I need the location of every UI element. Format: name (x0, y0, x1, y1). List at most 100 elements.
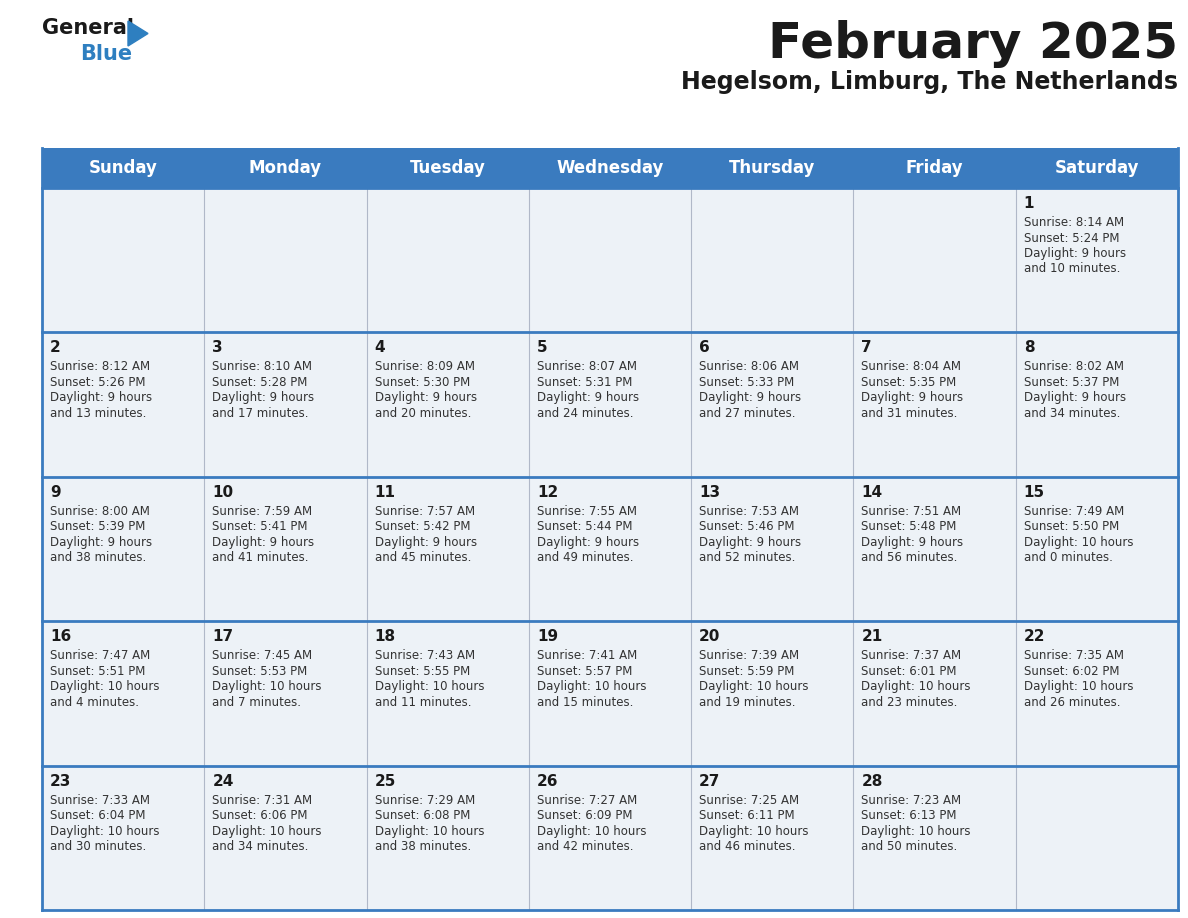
Text: Sunset: 5:42 PM: Sunset: 5:42 PM (374, 521, 470, 533)
Bar (853, 766, 1016, 910)
Text: and 20 minutes.: and 20 minutes. (374, 407, 470, 420)
Bar (853, 621, 1016, 766)
Text: Sunrise: 7:37 AM: Sunrise: 7:37 AM (861, 649, 961, 662)
Text: 18: 18 (374, 629, 396, 644)
Text: Sunset: 5:48 PM: Sunset: 5:48 PM (861, 521, 956, 533)
Text: Sunrise: 7:27 AM: Sunrise: 7:27 AM (537, 793, 637, 807)
Text: and 38 minutes.: and 38 minutes. (374, 840, 470, 853)
Bar (529, 332, 691, 476)
Text: 9: 9 (50, 485, 61, 499)
Text: Sunset: 5:57 PM: Sunset: 5:57 PM (537, 665, 632, 677)
Bar (204, 766, 367, 910)
Text: 8: 8 (1024, 341, 1035, 355)
Text: 27: 27 (700, 774, 720, 789)
Text: and 26 minutes.: and 26 minutes. (1024, 696, 1120, 709)
Text: and 19 minutes.: and 19 minutes. (700, 696, 796, 709)
Text: Daylight: 10 hours: Daylight: 10 hours (374, 824, 484, 837)
Text: 16: 16 (50, 629, 71, 644)
Text: 7: 7 (861, 341, 872, 355)
Text: Daylight: 10 hours: Daylight: 10 hours (213, 824, 322, 837)
Text: Sunrise: 8:02 AM: Sunrise: 8:02 AM (1024, 361, 1124, 374)
Text: and 56 minutes.: and 56 minutes. (861, 552, 958, 565)
Bar (367, 188, 529, 332)
Text: and 41 minutes.: and 41 minutes. (213, 552, 309, 565)
Text: and 7 minutes.: and 7 minutes. (213, 696, 302, 709)
Text: Sunset: 5:44 PM: Sunset: 5:44 PM (537, 521, 632, 533)
Text: Sunrise: 8:14 AM: Sunrise: 8:14 AM (1024, 216, 1124, 229)
Text: Daylight: 9 hours: Daylight: 9 hours (1024, 247, 1126, 260)
Text: and 24 minutes.: and 24 minutes. (537, 407, 633, 420)
Bar (204, 476, 367, 621)
Text: Thursday: Thursday (729, 159, 815, 177)
Text: and 34 minutes.: and 34 minutes. (1024, 407, 1120, 420)
Bar (691, 332, 853, 476)
Text: and 4 minutes.: and 4 minutes. (50, 696, 139, 709)
Bar (42, 766, 204, 910)
Text: Sunset: 5:37 PM: Sunset: 5:37 PM (1024, 375, 1119, 389)
Bar (367, 332, 529, 476)
Text: Daylight: 10 hours: Daylight: 10 hours (700, 824, 809, 837)
Text: 28: 28 (861, 774, 883, 789)
Bar (204, 332, 367, 476)
Text: Daylight: 9 hours: Daylight: 9 hours (700, 536, 801, 549)
Text: Sunset: 6:13 PM: Sunset: 6:13 PM (861, 809, 956, 823)
Text: Sunset: 6:11 PM: Sunset: 6:11 PM (700, 809, 795, 823)
Text: Sunset: 6:08 PM: Sunset: 6:08 PM (374, 809, 470, 823)
Text: 12: 12 (537, 485, 558, 499)
Bar (691, 188, 853, 332)
Text: and 46 minutes.: and 46 minutes. (700, 840, 796, 853)
Bar (204, 188, 367, 332)
Text: and 11 minutes.: and 11 minutes. (374, 696, 472, 709)
Text: 17: 17 (213, 629, 233, 644)
Bar (691, 621, 853, 766)
Text: 23: 23 (50, 774, 71, 789)
Text: 3: 3 (213, 341, 223, 355)
Bar (529, 621, 691, 766)
Text: Daylight: 9 hours: Daylight: 9 hours (861, 536, 963, 549)
Text: February 2025: February 2025 (767, 20, 1178, 68)
Text: Sunrise: 7:57 AM: Sunrise: 7:57 AM (374, 505, 475, 518)
Bar (367, 476, 529, 621)
Text: and 49 minutes.: and 49 minutes. (537, 552, 633, 565)
Text: Sunrise: 7:41 AM: Sunrise: 7:41 AM (537, 649, 637, 662)
Polygon shape (128, 21, 148, 46)
Text: and 15 minutes.: and 15 minutes. (537, 696, 633, 709)
Bar (529, 188, 691, 332)
Text: 13: 13 (700, 485, 720, 499)
Text: and 0 minutes.: and 0 minutes. (1024, 552, 1113, 565)
Text: Sunset: 6:09 PM: Sunset: 6:09 PM (537, 809, 632, 823)
Text: Daylight: 10 hours: Daylight: 10 hours (537, 824, 646, 837)
Text: Daylight: 9 hours: Daylight: 9 hours (374, 391, 476, 405)
Text: 21: 21 (861, 629, 883, 644)
Text: 20: 20 (700, 629, 720, 644)
Text: Sunrise: 7:39 AM: Sunrise: 7:39 AM (700, 649, 800, 662)
Text: 6: 6 (700, 341, 710, 355)
Bar (367, 621, 529, 766)
Bar (42, 476, 204, 621)
Text: 14: 14 (861, 485, 883, 499)
Text: Sunset: 5:28 PM: Sunset: 5:28 PM (213, 375, 308, 389)
Text: Sunrise: 8:12 AM: Sunrise: 8:12 AM (50, 361, 150, 374)
Text: Sunset: 5:51 PM: Sunset: 5:51 PM (50, 665, 145, 677)
Text: Daylight: 10 hours: Daylight: 10 hours (213, 680, 322, 693)
Text: Sunrise: 7:47 AM: Sunrise: 7:47 AM (50, 649, 150, 662)
Text: Sunrise: 8:06 AM: Sunrise: 8:06 AM (700, 361, 800, 374)
Text: Daylight: 9 hours: Daylight: 9 hours (861, 391, 963, 405)
Bar (42, 148, 1178, 188)
Text: Daylight: 10 hours: Daylight: 10 hours (861, 680, 971, 693)
Text: Sunset: 6:02 PM: Sunset: 6:02 PM (1024, 665, 1119, 677)
Text: Daylight: 10 hours: Daylight: 10 hours (374, 680, 484, 693)
Text: and 30 minutes.: and 30 minutes. (50, 840, 146, 853)
Text: Daylight: 9 hours: Daylight: 9 hours (700, 391, 801, 405)
Text: and 27 minutes.: and 27 minutes. (700, 407, 796, 420)
Bar (853, 476, 1016, 621)
Text: Daylight: 9 hours: Daylight: 9 hours (213, 391, 315, 405)
Text: 26: 26 (537, 774, 558, 789)
Text: Sunrise: 7:33 AM: Sunrise: 7:33 AM (50, 793, 150, 807)
Bar (529, 476, 691, 621)
Text: Sunrise: 7:53 AM: Sunrise: 7:53 AM (700, 505, 800, 518)
Text: Sunrise: 8:09 AM: Sunrise: 8:09 AM (374, 361, 474, 374)
Text: Sunrise: 7:43 AM: Sunrise: 7:43 AM (374, 649, 475, 662)
Text: and 10 minutes.: and 10 minutes. (1024, 263, 1120, 275)
Text: Sunrise: 7:45 AM: Sunrise: 7:45 AM (213, 649, 312, 662)
